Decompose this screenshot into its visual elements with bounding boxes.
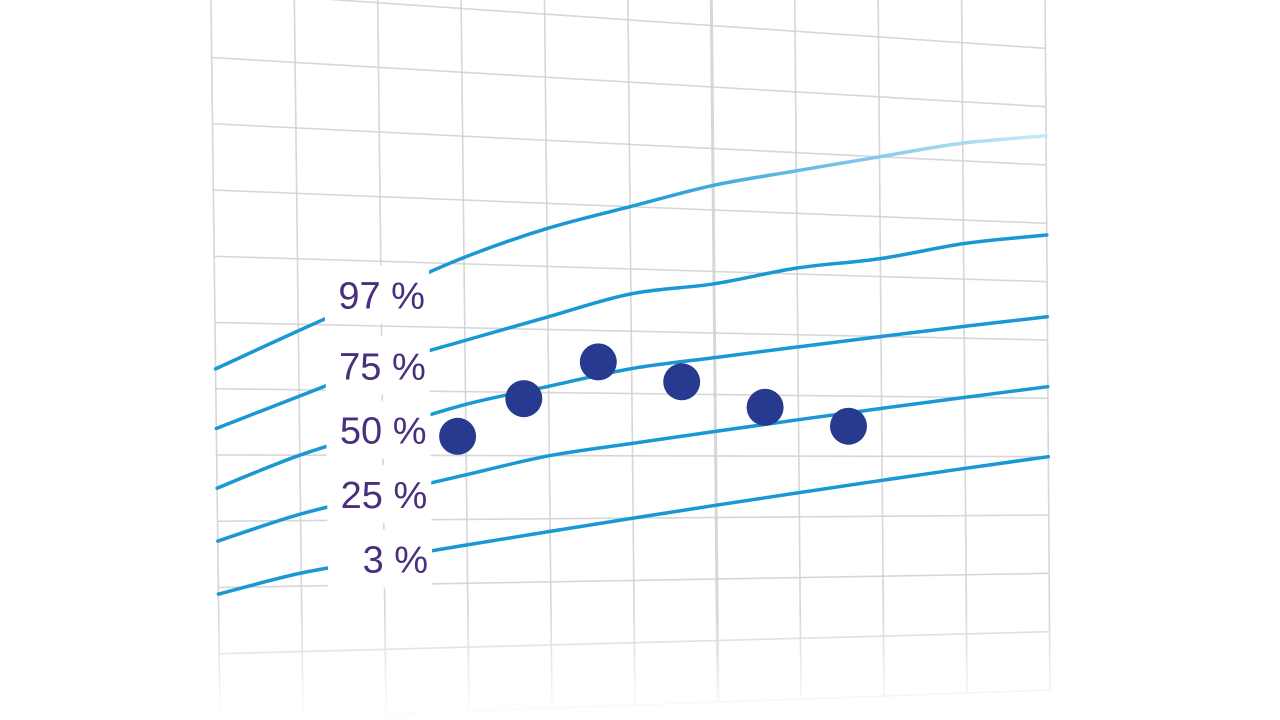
series-labels: 97 % 75 % 50 % 25 % 3 % bbox=[324, 265, 433, 588]
measurement-points bbox=[439, 343, 867, 455]
grid-line-horizontal bbox=[214, 321, 1048, 341]
data-point bbox=[746, 388, 784, 426]
data-point bbox=[439, 417, 477, 455]
label-background bbox=[325, 336, 430, 395]
grid-line-horizontal bbox=[212, 122, 1047, 166]
grid-line-vertical bbox=[543, 0, 553, 709]
grid-line-vertical bbox=[460, 0, 470, 712]
label-background bbox=[324, 265, 429, 324]
label-background bbox=[328, 529, 433, 588]
data-point bbox=[579, 343, 617, 381]
grid-line-vertical bbox=[627, 0, 636, 706]
label-25: 25 % bbox=[327, 465, 432, 524]
label-97: 97 % bbox=[324, 265, 429, 324]
label-text: 3 % bbox=[363, 540, 428, 582]
bottom-fade bbox=[0, 610, 1280, 720]
data-point bbox=[830, 407, 867, 445]
label-75: 75 % bbox=[325, 336, 430, 395]
label-text: 75 % bbox=[339, 346, 426, 388]
grid-line-horizontal bbox=[327, 0, 1046, 50]
label-3: 3 % bbox=[328, 529, 433, 588]
grid-line-horizontal bbox=[211, 56, 1046, 108]
grid-line-vertical bbox=[293, 0, 304, 718]
label-background bbox=[326, 400, 431, 459]
label-text: 97 % bbox=[338, 276, 425, 318]
label-text: 50 % bbox=[340, 411, 427, 453]
label-50: 50 % bbox=[326, 400, 431, 459]
label-background bbox=[327, 465, 432, 524]
grid-line-vertical bbox=[709, 0, 720, 703]
grid-line-vertical bbox=[877, 0, 885, 697]
grid-line-vertical bbox=[1044, 0, 1051, 691]
data-point bbox=[663, 363, 701, 401]
data-point bbox=[505, 380, 543, 418]
label-text: 25 % bbox=[341, 475, 428, 517]
grid-line-horizontal bbox=[214, 255, 1048, 283]
grid-line-vertical bbox=[960, 0, 968, 694]
grid-line-vertical bbox=[793, 0, 802, 700]
